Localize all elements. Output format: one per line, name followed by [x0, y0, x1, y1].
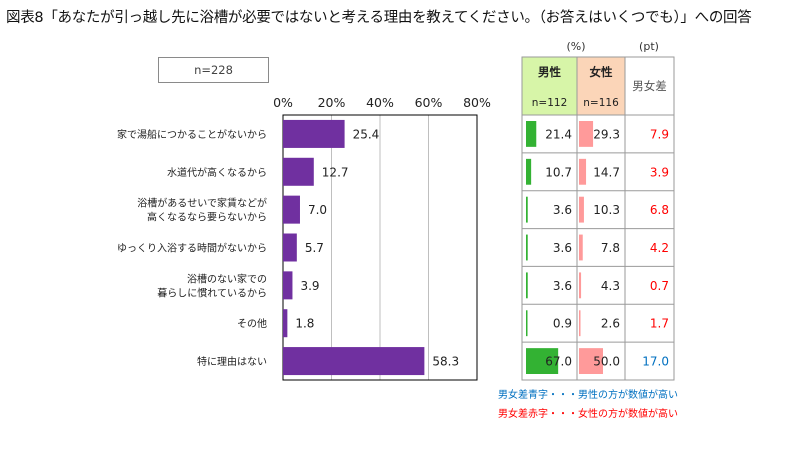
category-label: 家で湯船につかることがないから	[117, 128, 267, 141]
female-cell-bar	[579, 348, 603, 374]
bar-value-label: 58.3	[432, 355, 459, 369]
bar-value-label: 25.4	[353, 127, 380, 141]
x-tick-label: 20%	[318, 95, 346, 110]
x-tick-label: 80%	[463, 95, 491, 110]
category-label: 浴槽があるせいで家賃などが	[137, 197, 267, 210]
diff-cell-value: 17.0	[642, 355, 669, 369]
diff-cell-value: 4.2	[650, 241, 669, 255]
bar-value-label: 5.7	[305, 241, 324, 255]
note-red-diff: 男女差赤字・・・女性の方が数値が高い	[498, 409, 678, 420]
female-n-label: n=116	[583, 97, 619, 109]
male-cell-value: 3.6	[553, 279, 572, 293]
diff-cell-value: 6.8	[650, 203, 669, 217]
male-cell-value: 3.6	[553, 203, 572, 217]
male-cell-bar	[526, 272, 528, 299]
diff-header: 男女差	[632, 79, 667, 93]
bar	[283, 157, 314, 186]
male-header: 男性	[538, 65, 561, 79]
female-cell-bar	[579, 272, 582, 299]
sample-size-box: n=228	[158, 57, 269, 83]
note-blue-diff: 男女差青字・・・男性の方が数値が高い	[498, 390, 678, 401]
pt-unit-label: (pt)	[639, 40, 659, 53]
female-cell-value: 29.3	[593, 127, 620, 141]
male-cell-bar	[526, 121, 537, 147]
male-cell-value: 67.0	[545, 355, 572, 369]
bar	[283, 347, 425, 376]
male-cell-bar	[526, 310, 528, 337]
male-cell-value: 3.6	[553, 241, 572, 255]
bar	[283, 233, 297, 262]
bar	[283, 119, 345, 148]
female-cell-value: 50.0	[593, 355, 620, 369]
male-header-bg	[522, 57, 577, 115]
diff-cell-value: 0.7	[650, 279, 669, 293]
female-cell-bar	[579, 234, 583, 261]
category-label: 暮らしに慣れているから	[157, 286, 267, 299]
bar-value-label: 3.9	[300, 279, 319, 293]
category-label: 高くなるなら要らないから	[147, 211, 267, 224]
male-cell-value: 0.9	[553, 317, 572, 331]
x-tick-label: 40%	[366, 95, 394, 110]
diff-cell-value: 3.9	[650, 165, 669, 179]
male-cell-bar	[526, 234, 528, 261]
x-tick-label: 60%	[415, 95, 443, 110]
category-label: 浴槽のない家での	[187, 272, 267, 285]
chart-title: 図表8「あなたが引っ越し先に浴槽が必要ではないと考える理由を教えてください。（お…	[6, 10, 752, 26]
category-label: その他	[237, 317, 267, 330]
bar	[283, 309, 288, 338]
female-header-bg	[577, 57, 625, 115]
category-label: ゆっくり入浴する時間がないから	[117, 242, 267, 255]
female-cell-bar	[579, 158, 587, 185]
bar-value-label: 12.7	[322, 165, 349, 179]
female-header: 女性	[590, 65, 613, 79]
female-cell-value: 7.8	[601, 241, 620, 255]
category-label: 特に理由はない	[197, 355, 267, 368]
percent-unit-label: (%)	[566, 40, 586, 53]
male-n-label: n=112	[532, 97, 568, 109]
female-cell-value: 4.3	[601, 279, 620, 293]
female-cell-value: 14.7	[593, 165, 620, 179]
female-cell-bar	[579, 196, 584, 223]
bar-value-label: 1.8	[295, 317, 314, 331]
table-frame	[521, 56, 675, 381]
female-cell-bar	[579, 310, 581, 337]
male-cell-bar	[526, 196, 528, 223]
bar-value-label: 7.0	[308, 203, 327, 217]
male-cell-value: 10.7	[545, 165, 572, 179]
diff-cell-value: 1.7	[650, 317, 669, 331]
x-tick-label: 0%	[273, 95, 293, 110]
female-cell-value: 10.3	[593, 203, 620, 217]
category-label: 水道代が高くなるから	[167, 166, 267, 179]
female-cell-value: 2.6	[601, 317, 620, 331]
diff-cell-value: 7.9	[650, 127, 669, 141]
bar	[283, 195, 300, 224]
female-cell-bar	[579, 121, 594, 147]
male-cell-bar	[526, 348, 559, 374]
bar	[283, 271, 293, 300]
male-cell-bar	[526, 158, 532, 185]
male-cell-value: 21.4	[545, 127, 572, 141]
